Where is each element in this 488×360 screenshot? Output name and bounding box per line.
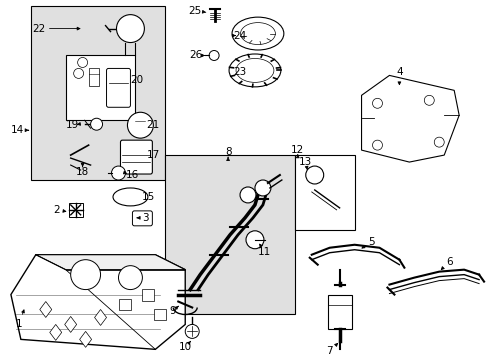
Bar — [294, 155, 354, 230]
Text: 8: 8 — [224, 147, 231, 157]
Text: 13: 13 — [299, 157, 312, 167]
Polygon shape — [94, 310, 106, 325]
Ellipse shape — [232, 17, 283, 50]
Text: 24: 24 — [233, 31, 246, 41]
Text: 20: 20 — [130, 75, 142, 85]
Circle shape — [433, 137, 443, 147]
Bar — [154, 309, 166, 320]
Text: 15: 15 — [142, 192, 155, 202]
Polygon shape — [11, 255, 185, 349]
Text: 10: 10 — [178, 342, 191, 352]
Circle shape — [240, 187, 255, 203]
Bar — [88, 68, 99, 86]
Circle shape — [209, 50, 219, 60]
Text: 23: 23 — [233, 67, 246, 77]
Bar — [165, 155, 294, 315]
Circle shape — [372, 140, 382, 150]
Text: 18: 18 — [76, 167, 89, 177]
Circle shape — [90, 118, 102, 130]
Bar — [142, 289, 154, 301]
Text: 1: 1 — [16, 319, 22, 329]
Text: 21: 21 — [146, 120, 160, 130]
Circle shape — [424, 95, 433, 105]
Polygon shape — [40, 302, 52, 318]
Ellipse shape — [113, 188, 147, 206]
Ellipse shape — [240, 23, 275, 45]
Circle shape — [118, 266, 142, 289]
Polygon shape — [64, 316, 77, 332]
Ellipse shape — [236, 58, 273, 82]
Text: 26: 26 — [189, 50, 203, 60]
FancyBboxPatch shape — [106, 68, 130, 107]
Circle shape — [372, 98, 382, 108]
Circle shape — [245, 231, 264, 249]
Circle shape — [254, 180, 270, 196]
Circle shape — [116, 15, 144, 42]
Text: 25: 25 — [188, 6, 202, 15]
Text: 6: 6 — [445, 257, 451, 267]
Bar — [65, 55, 135, 120]
Text: 16: 16 — [125, 170, 139, 180]
Text: 2: 2 — [53, 205, 60, 215]
Bar — [31, 6, 165, 180]
Circle shape — [111, 166, 125, 180]
Ellipse shape — [228, 54, 280, 87]
Text: 14: 14 — [11, 125, 24, 135]
Circle shape — [185, 324, 199, 338]
Circle shape — [71, 260, 101, 289]
Circle shape — [127, 112, 153, 138]
Circle shape — [78, 58, 87, 67]
Text: 17: 17 — [146, 150, 160, 160]
Bar — [119, 298, 131, 310]
Circle shape — [74, 68, 83, 78]
Bar — [327, 294, 351, 329]
FancyBboxPatch shape — [132, 211, 152, 226]
Circle shape — [305, 166, 323, 184]
Bar — [68, 203, 82, 217]
Text: 12: 12 — [290, 145, 304, 155]
Text: 9: 9 — [169, 306, 175, 316]
Text: 19: 19 — [66, 120, 79, 130]
Polygon shape — [50, 324, 61, 340]
Text: 7: 7 — [325, 346, 332, 356]
Polygon shape — [36, 255, 185, 270]
Text: 3: 3 — [142, 213, 148, 223]
Polygon shape — [361, 75, 458, 162]
Text: 5: 5 — [367, 237, 374, 247]
Text: 22: 22 — [32, 24, 45, 33]
Text: 11: 11 — [258, 247, 271, 257]
FancyBboxPatch shape — [120, 140, 152, 174]
Polygon shape — [80, 332, 91, 347]
Text: 4: 4 — [395, 67, 402, 77]
